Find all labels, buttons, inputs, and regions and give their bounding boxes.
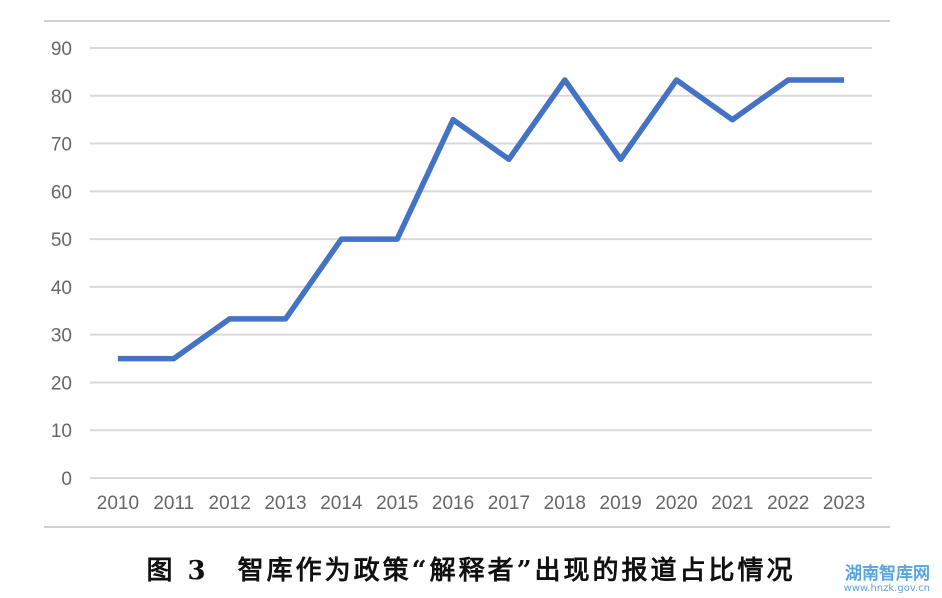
x-tick-label: 2015 — [376, 493, 418, 514]
series-line — [117, 77, 845, 362]
x-tick-label: 2022 — [767, 493, 809, 514]
y-tick-label: 80 — [51, 87, 72, 108]
x-tick-label: 2021 — [711, 493, 753, 514]
x-tick-label: 2019 — [600, 493, 642, 514]
watermark-name: 湖南智库网 — [845, 564, 930, 584]
y-tick-label: 40 — [51, 278, 72, 299]
x-tick-label: 2020 — [655, 493, 697, 514]
y-tick-label: 30 — [51, 326, 72, 347]
x-tick-label: 2023 — [823, 493, 865, 514]
watermark-url: www.hnzk.gov.cn — [843, 582, 930, 594]
y-tick-label: 0 — [61, 469, 72, 490]
y-tick-label: 90 — [51, 39, 72, 60]
x-tick-label: 2017 — [488, 493, 530, 514]
x-tick-label: 2011 — [153, 493, 194, 514]
y-tick-label: 10 — [51, 421, 72, 442]
x-tick-label: 2010 — [97, 493, 139, 514]
x-tick-label: 2014 — [320, 493, 363, 514]
x-tick-label: 2016 — [432, 493, 474, 514]
figure-caption: 图 3 智库作为政策“解释者”出现的报道占比情况 — [146, 556, 796, 586]
chart-bottom-border — [44, 526, 890, 528]
y-tick-label: 20 — [51, 373, 72, 394]
x-tick-label: 2013 — [264, 493, 306, 514]
x-tick-label: 2012 — [209, 493, 251, 514]
y-tick-label: 50 — [51, 230, 72, 251]
y-tick-label: 70 — [51, 135, 72, 156]
chart-top-border — [44, 20, 890, 22]
watermark-logo: 湖南智库网 www.hnzk.gov.cn — [820, 564, 930, 594]
x-tick-label: 2018 — [544, 493, 586, 514]
y-tick-label: 60 — [51, 182, 72, 203]
